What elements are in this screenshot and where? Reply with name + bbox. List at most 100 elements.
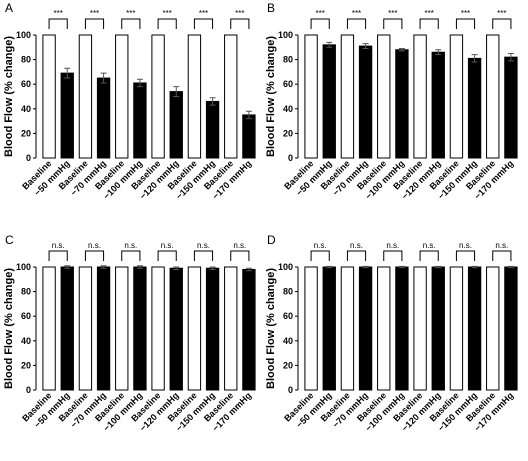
significance-label: *** (424, 9, 433, 18)
error-bar (173, 86, 180, 97)
bar (42, 266, 56, 391)
y-tick-label: 0 (288, 385, 293, 395)
significance-label: *** (53, 9, 62, 18)
bar (187, 34, 202, 159)
y-tick-label: 20 (283, 128, 293, 138)
y-tick-label: 80 (283, 287, 293, 297)
significance-label: n.s. (161, 241, 174, 250)
significance-bracket (419, 18, 439, 29)
significance-bracket (48, 250, 68, 261)
bar (340, 34, 355, 159)
bar (467, 266, 482, 391)
significance-label: *** (352, 9, 361, 18)
error-bar (507, 52, 514, 62)
significance-label: n.s. (197, 241, 210, 250)
bar (395, 266, 409, 391)
panel-label: D (267, 233, 276, 247)
bar (115, 266, 129, 391)
significance-bracket (310, 250, 330, 261)
bar (224, 34, 238, 159)
bar (413, 34, 427, 159)
significance-bracket (121, 250, 141, 261)
bar (151, 266, 165, 391)
significance-bracket (346, 18, 367, 29)
significance-bracket (48, 18, 68, 29)
error-bar (326, 265, 333, 269)
significance-label: *** (199, 9, 208, 18)
y-tick-label: 100 (278, 262, 293, 272)
bar (304, 34, 318, 159)
significance-label: n.s. (350, 241, 363, 250)
y-axis-label: Blood Flow (% change) (3, 36, 15, 157)
bar (169, 91, 183, 159)
y-tick-label: 0 (26, 153, 31, 163)
significance-bracket (492, 18, 512, 29)
significance-label: *** (315, 9, 324, 18)
bar (205, 100, 220, 159)
y-tick-label: 60 (21, 311, 31, 321)
panel-label: C (5, 233, 14, 247)
y-tick-label: 100 (278, 30, 293, 40)
bar (413, 266, 427, 391)
error-bar (64, 265, 71, 269)
significance-bracket (84, 250, 105, 261)
error-bar (209, 97, 216, 106)
bar (467, 57, 482, 159)
significance-bracket (230, 18, 250, 29)
bar (304, 266, 318, 391)
bar (242, 114, 256, 159)
bar (486, 266, 500, 391)
significance-bracket (455, 250, 476, 261)
y-tick-label: 40 (283, 336, 293, 346)
significance-bracket (419, 250, 439, 261)
significance-bracket (157, 18, 177, 29)
error-bar (362, 265, 369, 269)
y-tick-label: 20 (283, 360, 293, 370)
error-bar (471, 265, 478, 269)
significance-label: n.s. (495, 241, 508, 250)
error-bar (136, 265, 143, 269)
error-bar (173, 266, 180, 270)
error-bar (100, 72, 107, 84)
bar (169, 267, 183, 391)
error-bar (362, 43, 369, 50)
significance-label: n.s. (88, 241, 101, 250)
bar (96, 77, 111, 159)
bar (377, 266, 391, 391)
y-tick-label: 80 (21, 287, 31, 297)
bar (60, 266, 74, 391)
y-tick-label: 60 (283, 79, 293, 89)
bar (242, 268, 256, 391)
error-bar (245, 110, 252, 120)
significance-label: n.s. (459, 241, 472, 250)
y-tick-label: 40 (21, 104, 31, 114)
bar (133, 266, 147, 391)
bar (42, 34, 56, 159)
panel-label: A (5, 1, 13, 15)
error-bar (136, 78, 143, 88)
significance-bracket (84, 18, 105, 29)
error-bar (245, 267, 252, 272)
y-tick-label: 0 (288, 153, 293, 163)
significance-label: *** (461, 9, 470, 18)
significance-label: *** (497, 9, 506, 18)
y-tick-label: 80 (21, 55, 31, 65)
error-bar (398, 48, 405, 52)
bar (224, 266, 238, 391)
bar (205, 267, 220, 391)
bar (115, 34, 129, 159)
bar (431, 51, 445, 159)
error-bar (100, 265, 107, 269)
significance-bracket (230, 250, 250, 261)
significance-label: *** (388, 9, 397, 18)
bar (449, 266, 464, 391)
bar (358, 266, 373, 391)
bar (60, 72, 74, 159)
bar (395, 49, 409, 159)
significance-bracket (193, 250, 214, 261)
bar (133, 82, 147, 159)
significance-bracket (346, 250, 367, 261)
bar (431, 266, 445, 391)
y-axis-label: Blood Flow (% change) (265, 36, 277, 157)
